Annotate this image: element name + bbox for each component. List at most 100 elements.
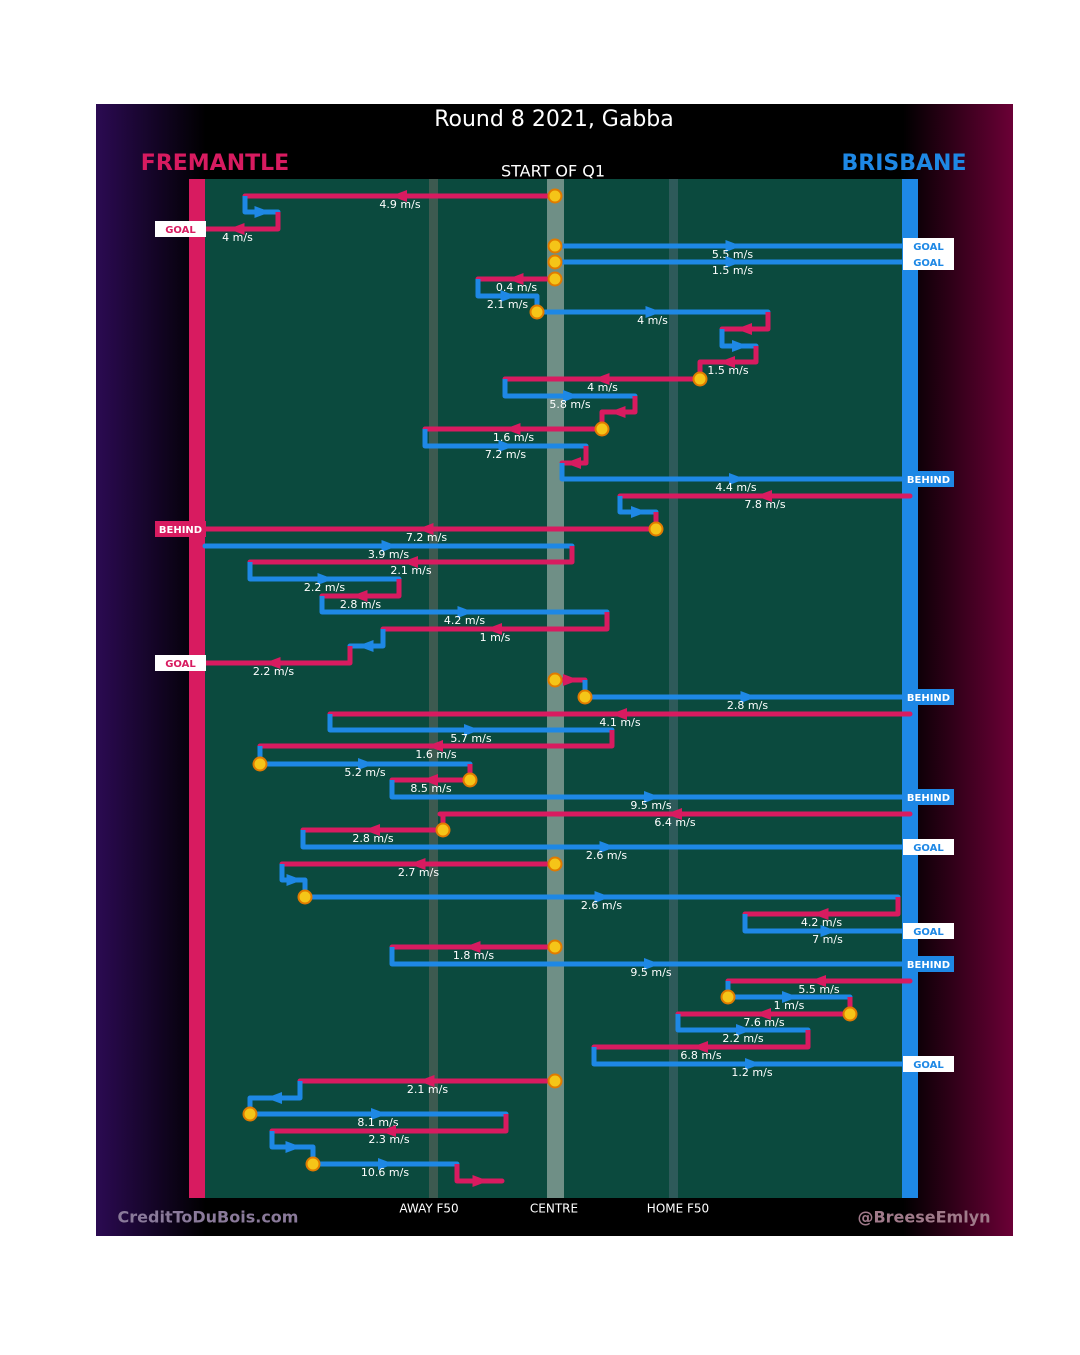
speed-label: 1.8 m/s <box>453 949 494 962</box>
zone-label: AWAY F50 <box>399 1202 458 1216</box>
result-label: GOAL <box>913 1060 944 1071</box>
speed-label: 9.5 m/s <box>630 799 671 812</box>
start-dot <box>242 1106 258 1122</box>
direction-arrow <box>417 523 434 535</box>
result-label: GOAL <box>165 225 196 236</box>
speed-label: 2.7 m/s <box>398 866 439 879</box>
direction-arrow <box>422 774 438 786</box>
centre-stripe <box>547 179 564 1198</box>
result-label: GOAL <box>913 843 944 854</box>
direction-arrow <box>810 975 826 987</box>
direction-arrow <box>609 406 626 418</box>
direction-arrow <box>378 1158 394 1170</box>
speed-label: 7.2 m/s <box>485 448 526 461</box>
speed-label: 4 m/s <box>587 381 618 394</box>
result-tag <box>903 1056 954 1072</box>
direction-arrow <box>745 1058 761 1070</box>
result-label: BEHIND <box>159 525 202 536</box>
direction-arrow <box>719 356 735 368</box>
start-dot <box>842 1006 858 1022</box>
direction-arrow <box>427 740 443 752</box>
speed-label: 3.9 m/s <box>368 548 409 561</box>
result-label: GOAL <box>913 242 944 253</box>
start-dot <box>547 238 563 254</box>
speed-label: 4.4 m/s <box>715 481 756 494</box>
direction-arrow <box>631 506 647 518</box>
direction-arrow <box>286 874 303 886</box>
home-f50-stripe <box>669 179 678 1198</box>
speed-label: 2.2 m/s <box>722 1032 763 1045</box>
speed-label: 6.8 m/s <box>680 1049 721 1062</box>
direction-arrow <box>820 925 837 937</box>
direction-arrow <box>285 1141 302 1153</box>
speed-label: 1.2 m/s <box>731 1066 772 1079</box>
direction-arrow <box>266 1092 282 1104</box>
direction-arrow <box>644 791 660 803</box>
start-dot <box>692 371 708 387</box>
start-dot <box>594 421 610 437</box>
speed-label: 7.8 m/s <box>744 498 785 511</box>
result-tag <box>903 471 954 487</box>
start-dot <box>252 756 268 772</box>
zone-label: HOME F50 <box>647 1202 709 1216</box>
speed-label: 5.7 m/s <box>450 732 491 745</box>
speed-label: 4.1 m/s <box>599 716 640 729</box>
speed-label: 2.6 m/s <box>586 849 627 862</box>
handle: @BreeseEmlyn <box>857 1208 990 1227</box>
direction-arrow <box>599 841 616 853</box>
result-tag <box>903 254 954 270</box>
away-team: FREMANTLE <box>141 151 289 176</box>
direction-arrow <box>755 1008 771 1020</box>
speed-label: 1 m/s <box>774 999 805 1012</box>
direction-arrow <box>498 440 515 452</box>
direction-arrow <box>725 256 742 268</box>
direction-arrow <box>357 640 374 652</box>
direction-arrow <box>692 1041 708 1053</box>
result-label: GOAL <box>165 659 196 670</box>
start-dot <box>435 822 451 838</box>
result-label: BEHIND <box>907 475 950 486</box>
direction-arrow <box>565 457 581 469</box>
speed-label: 7 m/s <box>812 933 843 946</box>
direction-arrow <box>666 808 682 820</box>
start-dot <box>720 989 736 1005</box>
start-dot <box>547 271 563 287</box>
direction-arrow <box>500 290 517 302</box>
direction-arrow <box>729 473 745 485</box>
start-dot <box>547 254 563 270</box>
start-dot <box>547 1073 563 1089</box>
away-f50-stripe <box>429 179 438 1198</box>
direction-arrow <box>563 390 579 402</box>
speed-label: 2.1 m/s <box>390 564 431 577</box>
result-tag <box>903 689 954 705</box>
direction-arrow <box>364 824 380 836</box>
speed-label: 7.6 m/s <box>743 1016 784 1029</box>
title: Round 8 2021, Gabba <box>434 107 674 132</box>
start-dot <box>297 889 313 905</box>
period: START OF Q1 <box>501 162 605 181</box>
speed-label: 2.1 m/s <box>487 298 528 311</box>
away-goal-line <box>189 179 205 1198</box>
direction-arrow <box>464 724 480 736</box>
direction-arrow <box>358 758 374 770</box>
direction-arrow <box>402 556 418 568</box>
speed-label: 4.2 m/s <box>444 614 485 627</box>
home-team: BRISBANE <box>842 151 967 176</box>
direction-arrow <box>391 190 407 202</box>
direction-arrow <box>351 590 368 602</box>
direction-arrow <box>594 891 611 903</box>
speed-label: 2.2 m/s <box>304 581 345 594</box>
speed-label: 8.5 m/s <box>410 782 451 795</box>
direction-arrow <box>507 273 524 285</box>
start-dot <box>547 188 563 204</box>
speed-label: 1.6 m/s <box>493 431 534 444</box>
speed-label: 5.5 m/s <box>798 983 839 996</box>
direction-arrow <box>472 1175 489 1187</box>
direction-arrow <box>732 340 748 352</box>
start-dot <box>305 1156 321 1172</box>
direction-arrow <box>736 323 752 335</box>
start-dot <box>547 856 563 872</box>
speed-label: 1.6 m/s <box>415 748 456 761</box>
result-label: BEHIND <box>907 693 950 704</box>
direction-arrow <box>812 908 829 920</box>
